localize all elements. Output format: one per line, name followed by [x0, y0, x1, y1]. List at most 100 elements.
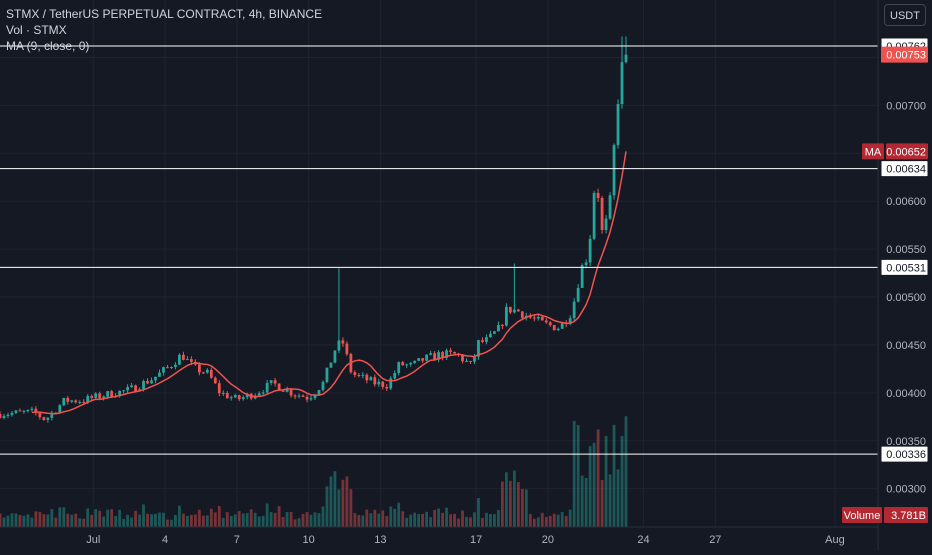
- volume-bar: [624, 416, 628, 527]
- y-tick-label: 0.00500: [886, 292, 926, 304]
- candle-body: [481, 340, 484, 342]
- candle-body: [158, 372, 161, 377]
- volume-bar: [552, 513, 556, 527]
- volume-bar: [369, 513, 373, 527]
- volume-bar: [90, 514, 94, 527]
- volume-bar: [560, 512, 564, 527]
- level-price-tag[interactable]: [880, 258, 929, 276]
- candle-body: [170, 367, 173, 369]
- candle-body: [445, 350, 448, 358]
- volume-bar: [301, 514, 305, 527]
- volume-bar: [405, 517, 409, 527]
- y-tick-label: 0.00400: [886, 388, 926, 400]
- volume-bar: [221, 517, 225, 527]
- volume-bar: [341, 479, 345, 527]
- candle-body: [110, 391, 114, 398]
- candle-body: [38, 412, 42, 418]
- candle-body: [469, 361, 472, 363]
- volume-bar: [46, 514, 50, 527]
- candle-body: [333, 350, 337, 363]
- volume-bar: [114, 515, 118, 527]
- volume-bar: [201, 515, 205, 527]
- volume-bar: [186, 515, 189, 527]
- level-price-tag[interactable]: [880, 445, 929, 463]
- currency-button[interactable]: USDT: [884, 4, 926, 26]
- volume-bar: [205, 515, 209, 527]
- y-tick-label: 0.00450: [886, 340, 926, 352]
- candle-body: [50, 412, 54, 418]
- candle-body: [34, 408, 38, 413]
- level-price-text: 0.00336: [886, 449, 926, 461]
- volume-bar: [397, 502, 401, 527]
- candle-body: [58, 405, 62, 413]
- volume-bar: [38, 511, 42, 527]
- volume-bar: [273, 512, 277, 527]
- candle-body: [453, 351, 456, 354]
- candle-body: [233, 395, 237, 398]
- volume-bar: [277, 506, 281, 527]
- candle-body: [62, 397, 66, 406]
- candle-body: [548, 322, 552, 326]
- candle-body: [449, 350, 452, 352]
- candle-body: [42, 417, 46, 420]
- candle-body: [321, 382, 325, 391]
- candle-body: [536, 316, 540, 319]
- volume-bar: [197, 509, 201, 527]
- volume-bar: [441, 512, 444, 527]
- volume-bar: [461, 510, 464, 527]
- volume-bar: [14, 513, 18, 527]
- candle-body: [489, 333, 492, 338]
- volume-bar: [170, 519, 173, 527]
- candle-body: [94, 393, 98, 398]
- volume-bar: [138, 514, 141, 527]
- volume-bar: [213, 512, 217, 527]
- candle-body: [265, 382, 269, 393]
- candle-body: [82, 401, 86, 403]
- level-price-tag[interactable]: [880, 160, 929, 178]
- candle-body: [150, 380, 153, 384]
- volume-bar: [321, 506, 325, 527]
- ma-indicator-label[interactable]: MA (9, close, 0): [6, 39, 90, 53]
- candle-body: [126, 387, 129, 391]
- x-tick-label: 10: [302, 534, 314, 546]
- candle-body: [413, 360, 417, 363]
- volume-bar: [86, 508, 90, 527]
- volume-bar: [74, 513, 78, 527]
- volume-bar: [473, 512, 476, 527]
- candle-body: [74, 400, 78, 403]
- volume-bar: [189, 514, 193, 527]
- candle-body: [66, 397, 70, 402]
- x-tick-label: 24: [637, 534, 649, 546]
- candle-body: [425, 354, 429, 361]
- volume-bar: [166, 519, 169, 527]
- volume-bar: [42, 514, 46, 527]
- volume-bar: [497, 510, 500, 527]
- y-tick-label: 0.00300: [886, 484, 926, 496]
- candle-body: [329, 362, 333, 368]
- candle-body: [2, 416, 6, 418]
- x-tick-label: 7: [234, 534, 240, 546]
- volume-bar: [501, 481, 504, 527]
- candle-body: [0, 413, 2, 418]
- volume-indicator-label[interactable]: Vol · STMX: [6, 23, 67, 37]
- volume-bar: [245, 513, 249, 527]
- candle-body: [26, 409, 30, 412]
- x-tick-label: 20: [542, 534, 554, 546]
- candle-body: [401, 362, 405, 366]
- chart-legend: STMX / TetherUS PERPETUAL CONTRACT, 4h, …: [6, 6, 322, 54]
- candle-body: [337, 340, 341, 351]
- volume-bar: [556, 514, 560, 527]
- candle-body: [361, 374, 365, 376]
- candle-body: [417, 358, 421, 361]
- ma-tag-text: MA: [865, 146, 882, 158]
- candle-body: [293, 395, 297, 397]
- level-price-text: 0.00634: [886, 164, 926, 176]
- candle-body: [229, 397, 233, 399]
- volume-bar: [365, 509, 369, 527]
- candle-body: [580, 265, 584, 288]
- volume-bar: [122, 518, 126, 527]
- volume-bar: [453, 513, 456, 527]
- candle-body: [6, 414, 10, 417]
